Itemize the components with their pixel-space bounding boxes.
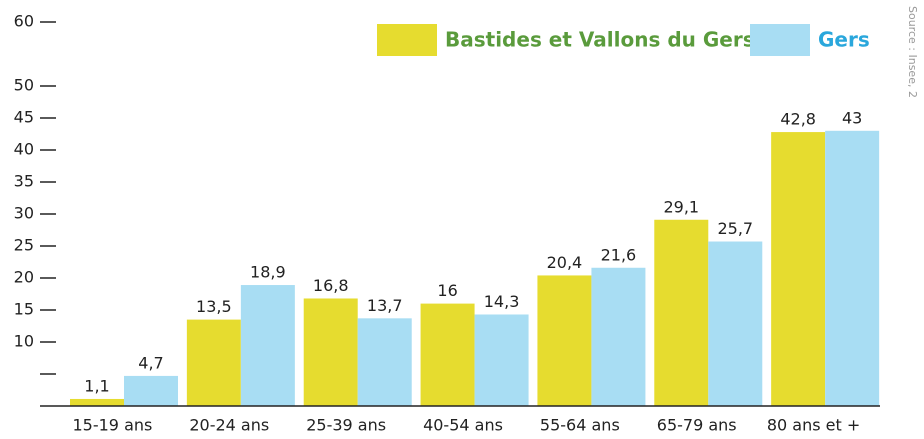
data-label: 13,7 bbox=[367, 296, 403, 315]
x-tick-label: 40-54 ans bbox=[423, 416, 503, 435]
bar bbox=[591, 267, 646, 406]
x-tick-label: 55-64 ans bbox=[540, 416, 620, 435]
data-label: 43 bbox=[842, 108, 862, 127]
bar bbox=[303, 298, 358, 406]
legend-swatch bbox=[377, 24, 437, 56]
x-tick-label: 20-24 ans bbox=[189, 416, 269, 435]
bar bbox=[240, 285, 295, 406]
y-tick-label: 10 bbox=[14, 332, 34, 351]
source: Source : Insee, 2 bbox=[906, 6, 919, 98]
x-tick-label: 25-39 ans bbox=[306, 416, 386, 435]
bar bbox=[70, 398, 124, 406]
data-label: 42,8 bbox=[780, 110, 816, 129]
data-label: 20,4 bbox=[547, 253, 583, 272]
y-tick-label: 45 bbox=[14, 108, 34, 127]
bar bbox=[420, 303, 475, 406]
y-tick-label: 50 bbox=[14, 76, 34, 95]
bar bbox=[474, 314, 529, 406]
bar bbox=[357, 318, 412, 406]
bar bbox=[186, 319, 241, 406]
bar bbox=[654, 219, 709, 406]
y-tick-label: 60 bbox=[14, 12, 34, 31]
bar bbox=[124, 375, 178, 406]
data-label: 16,8 bbox=[313, 276, 349, 295]
bar bbox=[537, 275, 592, 406]
legend-label: Gers bbox=[818, 28, 870, 52]
legend-swatch bbox=[750, 24, 810, 56]
x-tick-label: 15-19 ans bbox=[72, 416, 152, 435]
data-label: 14,3 bbox=[484, 292, 520, 311]
data-label: 18,9 bbox=[250, 263, 286, 282]
bar bbox=[825, 130, 880, 407]
y-tick-label: 15 bbox=[14, 300, 34, 319]
y-tick-label: 35 bbox=[14, 172, 34, 191]
data-label: 4,7 bbox=[138, 353, 163, 372]
data-label: 16 bbox=[437, 281, 457, 300]
y-tick-label: 20 bbox=[14, 268, 34, 287]
x-tick-label: 65-79 ans bbox=[657, 416, 737, 435]
data-label: 29,1 bbox=[663, 197, 699, 216]
data-label: 13,5 bbox=[196, 297, 232, 316]
data-label: 21,6 bbox=[601, 245, 637, 264]
y-tick-label: 30 bbox=[14, 204, 34, 223]
data-label: 25,7 bbox=[717, 219, 753, 238]
legend-label: Bastides et Vallons du Gers bbox=[445, 28, 755, 52]
y-tick-label: 40 bbox=[14, 140, 34, 159]
bar bbox=[771, 132, 826, 406]
y-tick-label: 25 bbox=[14, 236, 34, 255]
x-tick-label: 80 ans et + bbox=[767, 416, 860, 435]
data-label: 1,1 bbox=[84, 376, 109, 395]
bar bbox=[708, 241, 763, 406]
